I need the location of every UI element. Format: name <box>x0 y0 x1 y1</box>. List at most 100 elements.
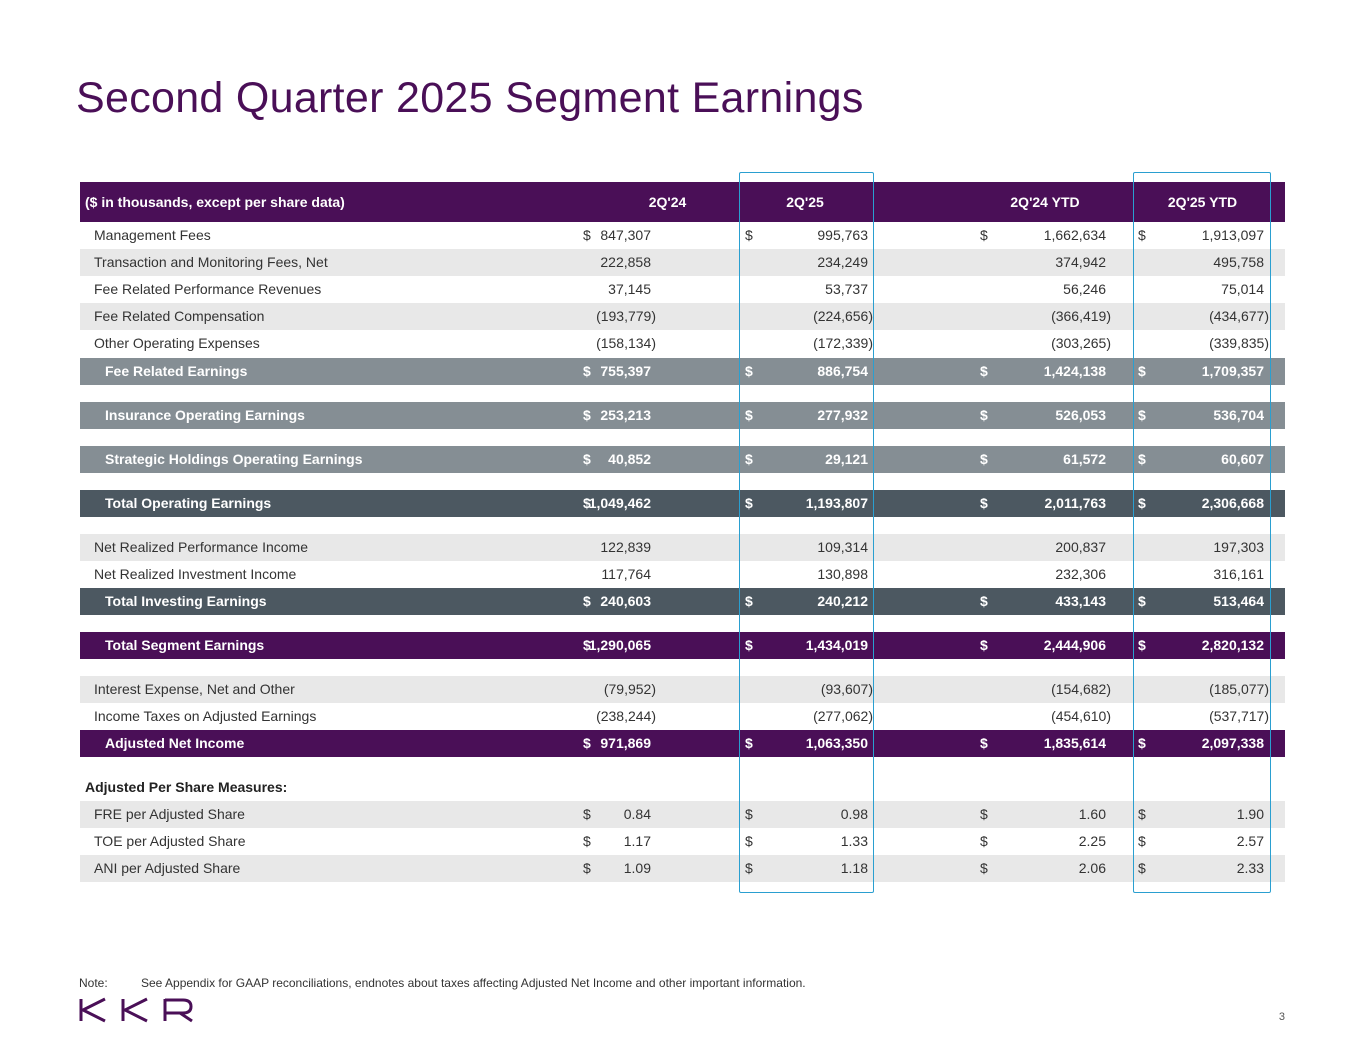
table-row-net-realized-performance-income: Net Realized Performance Income 122,839 10… <box>80 534 1285 561</box>
value-2q24-ytd: 1.60 <box>1078 806 1106 822</box>
value-2q25: (93,607) <box>820 681 873 697</box>
currency-symbol: $ <box>745 860 753 876</box>
row-label: Total Segment Earnings <box>105 637 265 653</box>
currency-symbol: $ <box>980 860 988 876</box>
value-2q25-ytd: 316,161 <box>1213 566 1264 582</box>
currency-symbol: $ <box>745 227 753 243</box>
value-2q25-ytd: 2.57 <box>1236 833 1264 849</box>
currency-symbol: $ <box>980 806 988 822</box>
table-header-row: ($ in thousands, except per share data) … <box>80 182 1285 222</box>
row-label: Management Fees <box>94 227 211 243</box>
value-2q25: 109,314 <box>817 539 868 555</box>
value-2q24-ytd: 433,143 <box>1055 593 1106 609</box>
currency-symbol: $ <box>980 593 988 609</box>
value-2q24-ytd: 2.06 <box>1078 860 1106 876</box>
value-2q25: (224,656) <box>813 308 873 324</box>
row-label: Fee Related Compensation <box>94 308 265 324</box>
value-2q24-ytd: 56,246 <box>1063 281 1106 297</box>
currency-symbol: $ <box>1138 735 1146 751</box>
currency-symbol: $ <box>583 860 591 876</box>
value-2q25: 1.18 <box>840 860 868 876</box>
row-label: Adjusted Per Share Measures: <box>85 779 288 795</box>
value-2q24: 240,603 <box>600 593 651 609</box>
value-2q24-ytd: 2,444,906 <box>1043 637 1106 653</box>
value-2q24: 847,307 <box>600 227 651 243</box>
value-2q24-ytd: 200,837 <box>1055 539 1106 555</box>
footnote-label: Note: <box>79 976 108 990</box>
value-2q25-ytd: (537,717) <box>1209 708 1269 724</box>
currency-symbol: $ <box>980 227 988 243</box>
value-2q24: 0.84 <box>623 806 651 822</box>
value-2q25-ytd: 1.90 <box>1236 806 1264 822</box>
value-2q25-ytd: 536,704 <box>1213 407 1264 423</box>
row-label: Fee Related Performance Revenues <box>94 281 322 297</box>
currency-symbol: $ <box>583 593 591 609</box>
currency-symbol: $ <box>745 833 753 849</box>
row-label: Strategic Holdings Operating Earnings <box>105 451 363 467</box>
value-2q24-ytd: (154,682) <box>1051 681 1111 697</box>
value-2q25-ytd: (434,677) <box>1209 308 1269 324</box>
value-2q25-ytd: 1,709,357 <box>1201 363 1264 379</box>
table-row-total-investing-earnings: Total Investing Earnings $240,603 $240,212… <box>80 588 1285 615</box>
column-header-2q24: 2Q'24 <box>648 194 687 210</box>
value-2q24-ytd: 526,053 <box>1055 407 1106 423</box>
row-label: Transaction and Monitoring Fees, Net <box>94 254 328 270</box>
value-2q24: 122,839 <box>600 539 651 555</box>
value-2q24: 971,869 <box>600 735 651 751</box>
value-2q24: 1,290,065 <box>588 637 651 653</box>
value-2q25-ytd: 60,607 <box>1221 451 1264 467</box>
value-2q25: 1.33 <box>840 833 868 849</box>
table-row-fee-related-compensation: Fee Related Compensation (193,779) (224,65… <box>80 303 1285 330</box>
table-row-adjusted-per-share-measures: Adjusted Per Share Measures: <box>80 774 1285 801</box>
currency-symbol: $ <box>583 806 591 822</box>
value-2q24: 1.09 <box>623 860 651 876</box>
currency-symbol: $ <box>745 451 753 467</box>
value-2q25: 53,737 <box>825 281 868 297</box>
table-row-interest-expense-net-and-other: Interest Expense, Net and Other (79,952) (… <box>80 676 1285 703</box>
value-2q24: 117,764 <box>601 566 651 582</box>
value-2q24-ytd: 232,306 <box>1055 566 1106 582</box>
value-2q24-ytd: 374,942 <box>1055 254 1106 270</box>
kkr-logo-mark <box>79 997 193 1023</box>
value-2q25-ytd: 513,464 <box>1213 593 1264 609</box>
table-row-fre-per-adjusted-share: FRE per Adjusted Share $0.84 $0.98 $1.60 $1.… <box>80 801 1285 828</box>
table-row-other-operating-expenses: Other Operating Expenses (158,134) (172,33… <box>80 330 1285 357</box>
row-label: Net Realized Investment Income <box>94 566 297 582</box>
value-2q25: 0.98 <box>840 806 868 822</box>
value-2q25-ytd: (339,835) <box>1209 335 1269 351</box>
currency-symbol: $ <box>1138 637 1146 653</box>
value-2q25-ytd: 2,097,338 <box>1201 735 1264 751</box>
value-2q24-ytd: (303,265) <box>1051 335 1111 351</box>
currency-symbol: $ <box>1138 806 1146 822</box>
row-label: Interest Expense, Net and Other <box>94 681 295 697</box>
table-row-toe-per-adjusted-share: TOE per Adjusted Share $1.17 $1.33 $2.25 $2.… <box>80 828 1285 855</box>
currency-symbol: $ <box>583 735 591 751</box>
row-label: Total Investing Earnings <box>105 593 267 609</box>
value-2q25-ytd: 2,820,132 <box>1201 637 1264 653</box>
currency-symbol: $ <box>1138 495 1146 511</box>
table-row-transaction-and-monitoring-fees-net: Transaction and Monitoring Fees, Net 222,… <box>80 249 1285 276</box>
currency-symbol: $ <box>980 495 988 511</box>
table-row-total-operating-earnings: Total Operating Earnings $1,049,462 $1,193… <box>80 490 1285 517</box>
value-2q24: 222,858 <box>600 254 651 270</box>
value-2q25: (277,062) <box>813 708 873 724</box>
value-2q24: 755,397 <box>600 363 651 379</box>
currency-symbol: $ <box>583 363 591 379</box>
value-2q25-ytd: 1,913,097 <box>1201 227 1264 243</box>
value-2q25: 240,212 <box>817 593 868 609</box>
page-title: Second Quarter 2025 Segment Earnings <box>76 74 864 122</box>
page-number: 3 <box>1278 1011 1285 1023</box>
table-row-ani-per-adjusted-share: ANI per Adjusted Share $1.09 $1.18 $2.06 $2.… <box>80 855 1285 882</box>
column-header-2q24-ytd: 2Q'24 YTD <box>1010 194 1080 210</box>
currency-symbol: $ <box>1138 363 1146 379</box>
value-2q25: (172,339) <box>813 335 873 351</box>
currency-symbol: $ <box>745 363 753 379</box>
value-2q25-ytd: 495,758 <box>1213 254 1264 270</box>
value-2q24: 1,049,462 <box>588 495 651 511</box>
footnote: Note: See Appendix for GAAP reconciliatio… <box>79 976 806 990</box>
value-2q24-ytd: 2.25 <box>1078 833 1106 849</box>
currency-symbol: $ <box>745 637 753 653</box>
row-label: Total Operating Earnings <box>105 495 272 511</box>
value-2q25-ytd: 197,303 <box>1213 539 1264 555</box>
value-2q24-ytd: 1,835,614 <box>1043 735 1106 751</box>
